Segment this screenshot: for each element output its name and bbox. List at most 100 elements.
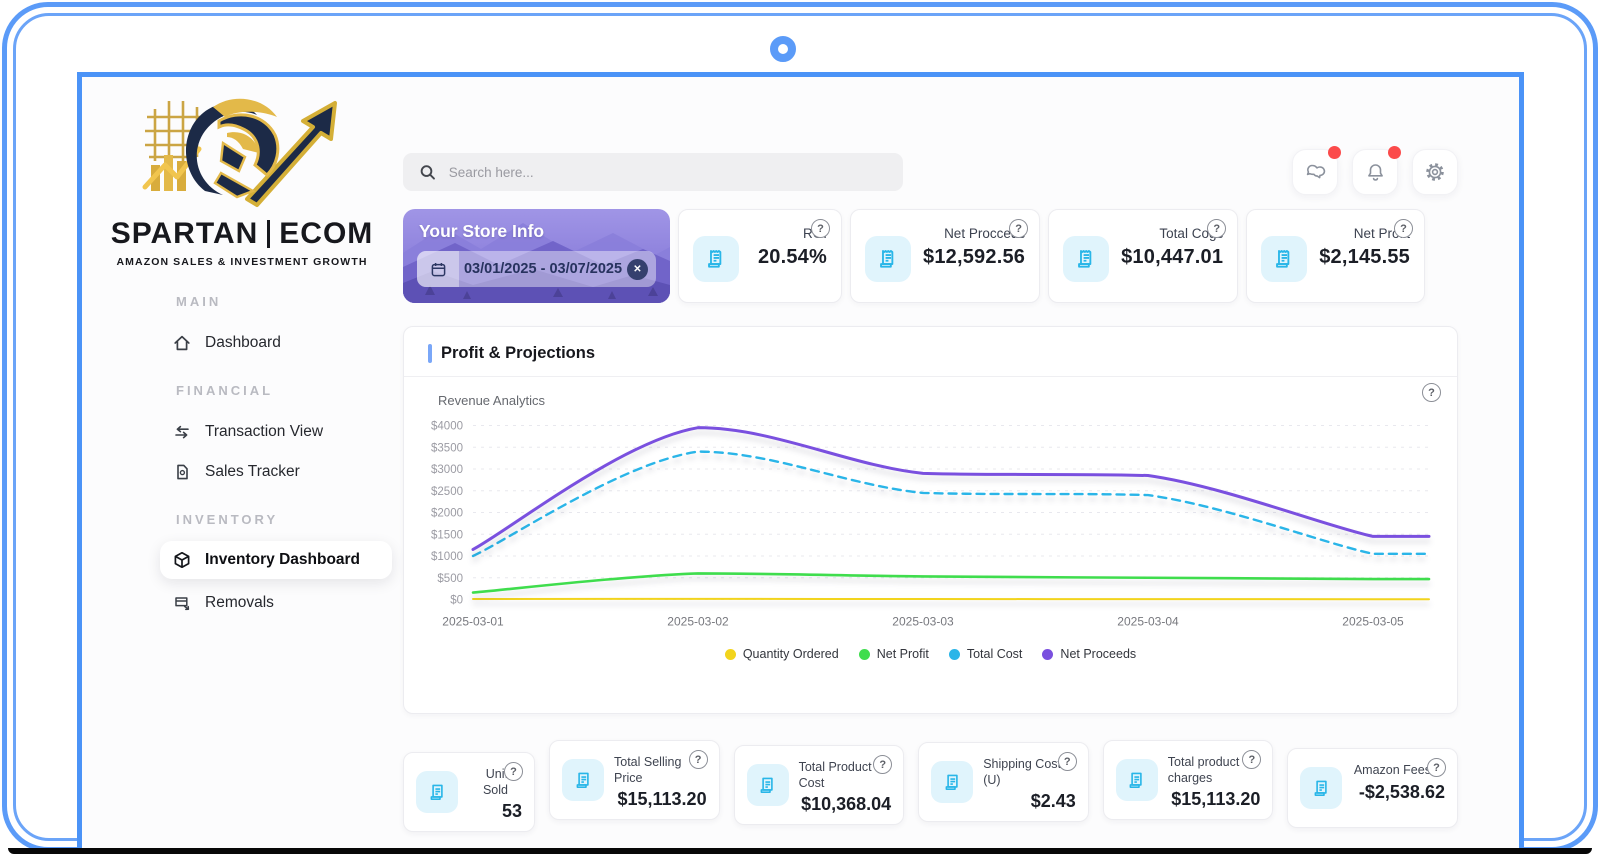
- stat-value: $10,447.01: [1121, 246, 1223, 269]
- brand-name-left: SPARTAN: [111, 217, 259, 251]
- nav-section-main: MAIN: [176, 294, 402, 309]
- help-icon[interactable]: ?: [1009, 219, 1028, 238]
- chart-header: Profit & Projections: [404, 327, 1457, 377]
- nav-section-financial: FINANCIAL: [176, 383, 402, 398]
- stat-card-amazon-fees: ? Amazon Fees -$2,538.62: [1287, 748, 1458, 828]
- svg-text:$1000: $1000: [431, 551, 463, 563]
- svg-text:2025-03-04: 2025-03-04: [1117, 615, 1179, 629]
- top-stats-row: Your Store Info 03/01/2025 - 03/07/2025 …: [403, 209, 1425, 303]
- sidebar-item-dashboard[interactable]: Dashboard: [172, 323, 402, 363]
- sidebar-item-removals[interactable]: Removals: [172, 583, 402, 623]
- receipt-icon: [1116, 759, 1158, 801]
- svg-text:$500: $500: [437, 573, 463, 585]
- legend-item[interactable]: Quantity Ordered: [725, 647, 839, 661]
- sidebar-item-label: Sales Tracker: [205, 463, 300, 481]
- stat-value: $12,592.56: [923, 246, 1025, 269]
- sidebar: SPARTAN ECOM AMAZON SALES & INVESTMENT G…: [82, 77, 402, 854]
- stat-value: 20.54%: [751, 246, 827, 269]
- camera-dot: [770, 36, 796, 62]
- stat-value: -$2,538.62: [1352, 782, 1445, 803]
- device-mockup: SPARTAN ECOM AMAZON SALES & INVESTMENT G…: [0, 0, 1600, 854]
- sidebar-item-label: Transaction View: [205, 423, 323, 441]
- search-icon: [419, 163, 437, 182]
- help-icon[interactable]: ?: [1427, 758, 1446, 777]
- sidebar-item-sales-tracker[interactable]: Sales Tracker: [172, 452, 402, 492]
- profit-projections-card: Profit & Projections ? Revenue Analytics…: [403, 326, 1458, 714]
- help-icon[interactable]: ?: [689, 750, 708, 769]
- stat-value: $15,113.20: [1168, 789, 1261, 810]
- settings-button[interactable]: [1412, 149, 1458, 195]
- top-bar: [403, 148, 1458, 196]
- receipt-icon: [865, 236, 911, 282]
- legend-item[interactable]: Net Profit: [859, 647, 929, 661]
- stat-value: $10,368.04: [799, 794, 892, 815]
- svg-text:$4000: $4000: [431, 421, 463, 433]
- top-icon-buttons: [1292, 149, 1458, 195]
- sales-tracker-icon: [172, 462, 192, 482]
- help-icon[interactable]: ?: [504, 762, 523, 781]
- sidebar-item-transaction-view[interactable]: Transaction View: [172, 412, 402, 452]
- svg-text:$1500: $1500: [431, 529, 463, 541]
- notifications-button[interactable]: [1352, 149, 1398, 195]
- help-icon[interactable]: ?: [1207, 219, 1226, 238]
- chart-subtitle: Revenue Analytics: [438, 393, 1457, 408]
- receipt-icon: [562, 759, 604, 801]
- stat-card-roi: ? ROI 20.54%: [678, 209, 842, 303]
- help-icon[interactable]: ?: [1394, 219, 1413, 238]
- legend-dot-icon: [725, 649, 736, 660]
- svg-text:$2500: $2500: [431, 486, 463, 498]
- receipt-icon: [1063, 236, 1109, 282]
- bottom-stats-row: ? Unit Sold 53 ? Total Selling P: [403, 740, 1458, 832]
- calendar-icon: [417, 251, 459, 287]
- help-icon[interactable]: ?: [1058, 752, 1077, 771]
- legend-label: Total Cost: [967, 647, 1023, 661]
- stat-card-shipping-cost: ? Shipping Cost (U) $2.43: [918, 742, 1089, 822]
- svg-text:$2000: $2000: [431, 508, 463, 520]
- spartan-logo-icon: [127, 87, 357, 215]
- date-range-picker[interactable]: 03/01/2025 - 03/07/2025 ✕: [417, 251, 656, 287]
- legend-item[interactable]: Total Cost: [949, 647, 1023, 661]
- brand-separator: [267, 220, 270, 248]
- nav-section-inventory: INVENTORY: [176, 512, 402, 527]
- help-icon[interactable]: ?: [1422, 383, 1441, 402]
- search-box[interactable]: [403, 153, 903, 191]
- legend-label: Quantity Ordered: [743, 647, 839, 661]
- svg-text:2025-03-01: 2025-03-01: [442, 615, 504, 629]
- stat-card-total-selling-price: ? Total Selling Price $15,113.20: [549, 740, 720, 820]
- sidebar-item-label: Removals: [205, 594, 274, 612]
- notification-dot: [1388, 146, 1401, 159]
- svg-text:2025-03-05: 2025-03-05: [1342, 615, 1404, 629]
- stat-card-total-cogs: ? Total Cogs $10,447.01: [1048, 209, 1238, 303]
- help-icon[interactable]: ?: [811, 219, 830, 238]
- receipt-icon: [416, 771, 458, 813]
- sidebar-item-label: Dashboard: [205, 334, 281, 352]
- legend-label: Net Profit: [877, 647, 929, 661]
- svg-text:$3500: $3500: [431, 442, 463, 454]
- sidebar-nav: MAIN Dashboard FINANCIAL Transaction Vie…: [82, 294, 402, 623]
- revenue-analytics-chart: $0$500$1000$1500$2000$2500$3000$3500$400…: [421, 410, 1441, 645]
- chart-section-title: Profit & Projections: [441, 344, 595, 363]
- receipt-icon: [1261, 236, 1307, 282]
- legend-item[interactable]: Net Proceeds: [1042, 647, 1136, 661]
- transactions-icon: [172, 422, 192, 442]
- stat-value: 53: [468, 801, 522, 822]
- svg-text:$0: $0: [450, 595, 463, 607]
- stat-card-total-product-charges: ? Total product charges $15,113.20: [1103, 740, 1274, 820]
- legend-dot-icon: [949, 649, 960, 660]
- app-screen: SPARTAN ECOM AMAZON SALES & INVESTMENT G…: [77, 72, 1524, 854]
- sidebar-item-inventory-dashboard[interactable]: Inventory Dashboard: [160, 541, 392, 579]
- svg-text:2025-03-02: 2025-03-02: [667, 615, 729, 629]
- removals-icon: [172, 593, 192, 613]
- notification-dot: [1328, 146, 1341, 159]
- window-bottom-edge: [8, 848, 1592, 854]
- clear-date-button[interactable]: ✕: [627, 259, 648, 280]
- sidebar-item-label: Inventory Dashboard: [205, 551, 360, 569]
- main-content: Your Store Info 03/01/2025 - 03/07/2025 …: [402, 77, 1519, 854]
- legend-dot-icon: [1042, 649, 1053, 660]
- messages-button[interactable]: [1292, 149, 1338, 195]
- gear-icon: [1423, 160, 1447, 184]
- search-input[interactable]: [449, 165, 887, 180]
- store-info-card: Your Store Info 03/01/2025 - 03/07/2025 …: [403, 209, 670, 303]
- store-info-title: Your Store Info: [419, 221, 670, 242]
- brand-logo: [82, 87, 402, 215]
